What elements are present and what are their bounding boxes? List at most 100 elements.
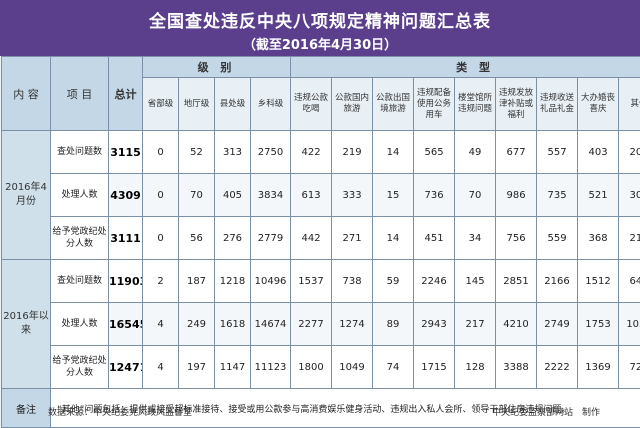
level-header: 地厅级 <box>179 78 215 131</box>
type-value: 738 <box>332 260 373 303</box>
header-total: 总计 <box>109 57 143 131</box>
header-level-group: 级 别 <box>143 57 291 78</box>
level-value: 70 <box>179 174 215 217</box>
type-value: 736 <box>414 174 455 217</box>
table-row: 处理人数165454249161814674227712748929432174… <box>2 303 640 346</box>
row-total: 3111 <box>109 217 143 260</box>
type-value: 14 <box>373 217 414 260</box>
row-item: 给予党政纪处分人数 <box>51 217 109 260</box>
header-banner: 全国查处违反中央八项规定精神问题汇总表 （截至2016年4月30日） <box>0 0 640 56</box>
level-value: 0 <box>143 131 179 174</box>
level-value: 249 <box>179 303 215 346</box>
level-value: 4 <box>143 303 179 346</box>
type-value: 1753 <box>578 303 619 346</box>
type-value: 300 <box>619 174 640 217</box>
table-row: 2016年以来查处问题数1190321871218104961537738592… <box>2 260 640 303</box>
level-header: 省部级 <box>143 78 179 131</box>
type-value: 1800 <box>291 346 332 389</box>
type-value: 557 <box>537 131 578 174</box>
level-value: 11123 <box>251 346 291 389</box>
type-value: 2851 <box>496 260 537 303</box>
type-value: 333 <box>332 174 373 217</box>
type-value: 89 <box>373 303 414 346</box>
type-value: 14 <box>373 131 414 174</box>
type-value: 1049 <box>332 346 373 389</box>
row-item: 给予党政纪处分人数 <box>51 346 109 389</box>
type-value: 1512 <box>578 260 619 303</box>
type-value: 128 <box>455 346 496 389</box>
type-value: 2277 <box>291 303 332 346</box>
type-value: 59 <box>373 260 414 303</box>
type-value: 15 <box>373 174 414 217</box>
header-content: 内 容 <box>2 57 51 131</box>
level-value: 313 <box>215 131 251 174</box>
type-value: 145 <box>455 260 496 303</box>
summary-table: 内 容 项 目 总计 级 别 类 型 省部级地厅级县处级乡科级违规公款吃喝公款国… <box>1 56 640 428</box>
footer-maker: 中央纪委监察部网站 制作 <box>492 405 600 418</box>
section-label: 2016年4月份 <box>2 131 51 260</box>
type-header: 大办婚丧喜庆 <box>578 78 619 131</box>
level-value: 276 <box>215 217 251 260</box>
level-header: 乡科级 <box>251 78 291 131</box>
type-header: 违规公款吃喝 <box>291 78 332 131</box>
type-value: 217 <box>455 303 496 346</box>
type-value: 613 <box>291 174 332 217</box>
type-value: 521 <box>578 174 619 217</box>
type-value: 2943 <box>414 303 455 346</box>
level-value: 1147 <box>215 346 251 389</box>
type-value: 4210 <box>496 303 537 346</box>
type-value: 422 <box>291 131 332 174</box>
level-value: 2 <box>143 260 179 303</box>
type-value: 216 <box>619 217 640 260</box>
type-value: 756 <box>496 217 537 260</box>
row-total: 11903 <box>109 260 143 303</box>
type-value: 1537 <box>291 260 332 303</box>
header-item: 项 目 <box>51 57 109 131</box>
type-value: 209 <box>619 131 640 174</box>
type-value: 986 <box>496 174 537 217</box>
level-value: 4 <box>143 346 179 389</box>
type-value: 3388 <box>496 346 537 389</box>
type-header: 其他 <box>619 78 640 131</box>
type-value: 271 <box>332 217 373 260</box>
level-value: 0 <box>143 217 179 260</box>
type-value: 1274 <box>332 303 373 346</box>
type-value: 559 <box>537 217 578 260</box>
level-value: 197 <box>179 346 215 389</box>
type-value: 219 <box>332 131 373 174</box>
row-item: 处理人数 <box>51 303 109 346</box>
type-value: 2222 <box>537 346 578 389</box>
row-total: 12471 <box>109 346 143 389</box>
type-value: 2246 <box>414 260 455 303</box>
type-value: 2166 <box>537 260 578 303</box>
type-value: 1715 <box>414 346 455 389</box>
type-header: 违规发放津补贴或福利 <box>496 78 537 131</box>
type-value: 368 <box>578 217 619 260</box>
type-value: 565 <box>414 131 455 174</box>
level-value: 187 <box>179 260 215 303</box>
type-header: 楼堂馆所违规问题 <box>455 78 496 131</box>
type-value: 403 <box>578 131 619 174</box>
row-item: 查处问题数 <box>51 131 109 174</box>
page-subtitle: （截至2016年4月30日） <box>0 34 640 53</box>
level-value: 3834 <box>251 174 291 217</box>
page-title: 全国查处违反中央八项规定精神问题汇总表 <box>0 0 640 32</box>
table-row: 给予党政纪处分人数1247141971147111231800104974171… <box>2 346 640 389</box>
level-value: 14674 <box>251 303 291 346</box>
row-item: 查处问题数 <box>51 260 109 303</box>
type-value: 1033 <box>619 303 640 346</box>
type-value: 726 <box>619 346 640 389</box>
type-header: 违规配备使用公务用车 <box>414 78 455 131</box>
row-total: 16545 <box>109 303 143 346</box>
row-total: 4309 <box>109 174 143 217</box>
level-value: 2750 <box>251 131 291 174</box>
type-value: 34 <box>455 217 496 260</box>
level-value: 56 <box>179 217 215 260</box>
level-value: 2779 <box>251 217 291 260</box>
row-item: 处理人数 <box>51 174 109 217</box>
level-value: 1218 <box>215 260 251 303</box>
level-value: 405 <box>215 174 251 217</box>
section-label: 2016年以来 <box>2 260 51 389</box>
